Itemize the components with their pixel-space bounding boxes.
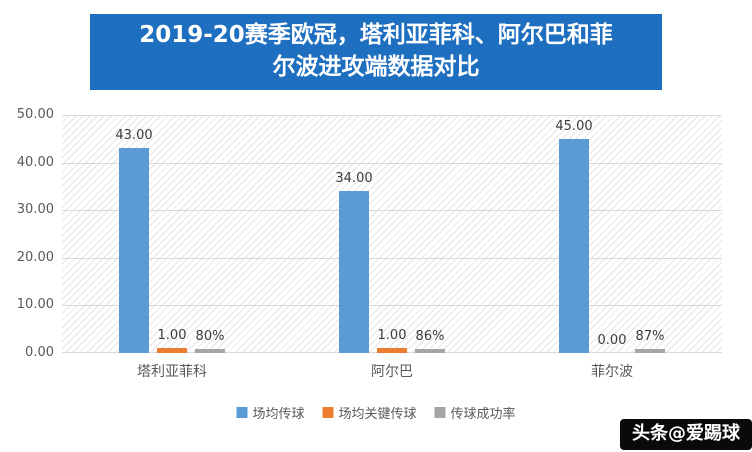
chart-title-line-1: 2019-20赛季欧冠，塔利亚菲科、阿尔巴和菲 — [139, 22, 613, 48]
plot-area: 43.00 1.00 80% 34.00 1.00 86% 45.00 0.00 87% — [62, 115, 722, 353]
legend-label: 传球成功率 — [450, 407, 516, 422]
legend-item: 传球成功率 — [434, 403, 516, 422]
bar-series2-cat1 — [157, 348, 187, 353]
y-tick-label: 50.00 — [16, 107, 54, 122]
legend-label: 场均传球 — [252, 407, 305, 422]
y-tick-label: 0.00 — [25, 345, 54, 360]
bar-series1-cat2 — [339, 191, 369, 353]
bar-series1-cat1 — [119, 148, 149, 353]
y-tick-label: 10.00 — [16, 297, 54, 313]
y-tick-label: 40.00 — [16, 154, 54, 170]
bar-value-label: 87% — [635, 328, 665, 344]
x-category-label: 塔利亚菲科 — [137, 364, 207, 380]
bar-series1-cat3 — [559, 138, 589, 353]
gridline — [62, 210, 722, 212]
y-tick-label: 20.00 — [16, 249, 54, 265]
gridline — [62, 115, 722, 116]
bar-value-label: 1.00 — [157, 328, 187, 344]
legend-label: 场均关键传球 — [338, 407, 417, 422]
bar-value-label: 0.00 — [597, 333, 627, 348]
chart-title-line-2: 尔波进攻端数据对比 — [272, 54, 480, 80]
legend: 场均传球 场均关键传球 传球成功率 — [236, 403, 516, 422]
gridline — [62, 257, 722, 259]
legend-item: 场均关键传球 — [322, 403, 417, 422]
bar-value-label: 1.00 — [377, 328, 407, 344]
x-category-label: 阿尔巴 — [371, 364, 413, 380]
y-axis: 0.00 10.00 20.00 30.00 40.00 50.00 — [0, 107, 54, 360]
bar-value-label: 86% — [415, 328, 445, 344]
y-tick-label: 30.00 — [16, 202, 54, 218]
x-category-label: 菲尔波 — [591, 364, 633, 380]
legend-swatch-icon — [236, 407, 248, 418]
bar-value-label: 45.00 — [555, 118, 593, 134]
legend-item: 场均传球 — [236, 403, 304, 422]
bar-value-label: 34.00 — [335, 171, 373, 187]
watermark: 头条@爱踢球 — [620, 419, 752, 450]
legend-swatch-icon — [322, 407, 334, 418]
bar-value-label: 43.00 — [115, 128, 153, 144]
x-axis: 塔利亚菲科 阿尔巴 菲尔波 — [62, 361, 722, 383]
bar-series3-cat3 — [635, 348, 665, 353]
bar-series3-cat1 — [195, 349, 225, 353]
bar-series3-cat2 — [415, 348, 445, 353]
bar-value-label: 80% — [195, 329, 225, 345]
gridline — [62, 305, 722, 307]
gridline — [62, 162, 722, 164]
legend-swatch-icon — [434, 407, 446, 418]
chart-title: 2019-20赛季欧冠，塔利亚菲科、阿尔巴和菲 尔波进攻端数据对比 — [90, 14, 662, 90]
bar-series2-cat2 — [377, 348, 407, 353]
